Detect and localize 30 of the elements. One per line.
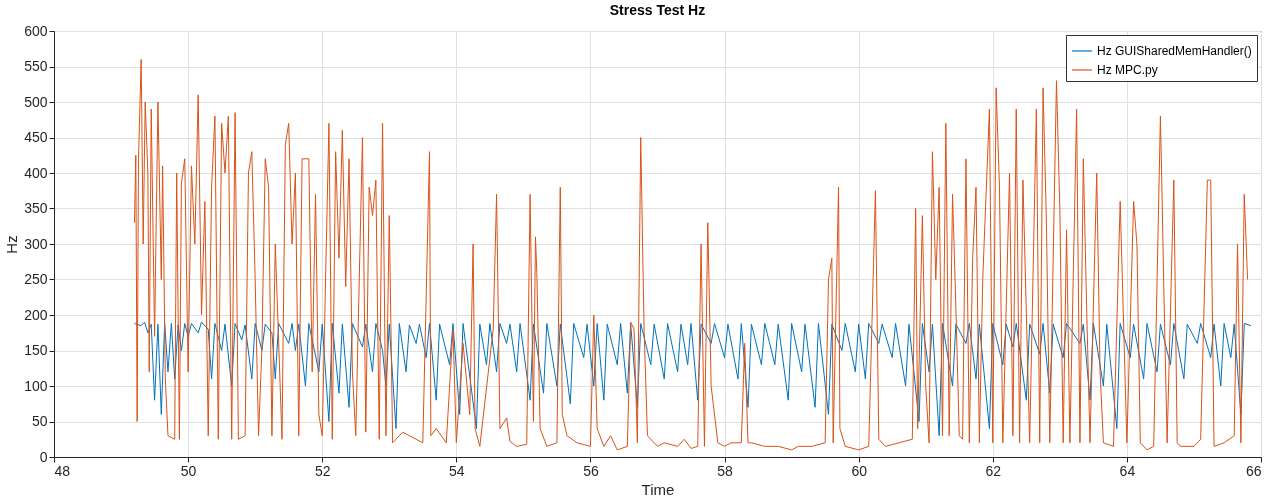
y-tick-label: 100 xyxy=(24,377,48,394)
y-tick-label: 450 xyxy=(24,129,48,145)
x-tick-label: 58 xyxy=(717,462,734,479)
y-tick-label: 0 xyxy=(39,448,48,465)
y-tick-label: 600 xyxy=(24,22,48,39)
y-tick-label: 350 xyxy=(24,200,48,216)
x-axis-title: Time xyxy=(641,480,675,498)
x-tick-label: 56 xyxy=(583,462,599,479)
y-tick-label: 200 xyxy=(24,306,48,323)
x-tick-label: 66 xyxy=(1245,462,1262,479)
y-tick-label: 150 xyxy=(24,342,48,358)
x-tick-label: 64 xyxy=(1119,462,1136,479)
x-tick-label: 48 xyxy=(54,462,71,479)
x-tick-label: 62 xyxy=(985,462,1002,479)
y-tick-label: 500 xyxy=(24,93,48,110)
y-tick-label: 50 xyxy=(31,413,48,429)
y-tick-label: 400 xyxy=(24,164,48,181)
y-axis-title: Hz xyxy=(3,235,21,254)
y-tick-label: 550 xyxy=(24,58,48,74)
line-series xyxy=(133,321,1252,437)
y-tick-label: 250 xyxy=(24,271,48,287)
legend-label: Hz MPC.py xyxy=(1097,63,1158,77)
x-tick-label: 60 xyxy=(851,462,868,479)
x-tick-label: 50 xyxy=(180,462,197,479)
legend-label: Hz GUISharedMemHandler() xyxy=(1097,44,1252,58)
x-tick-label: 54 xyxy=(449,462,465,479)
chart-title: Stress Test Hz xyxy=(609,2,706,18)
line-series xyxy=(133,58,1249,451)
y-tick-label: 300 xyxy=(24,235,48,252)
x-tick-label: 52 xyxy=(314,462,331,479)
